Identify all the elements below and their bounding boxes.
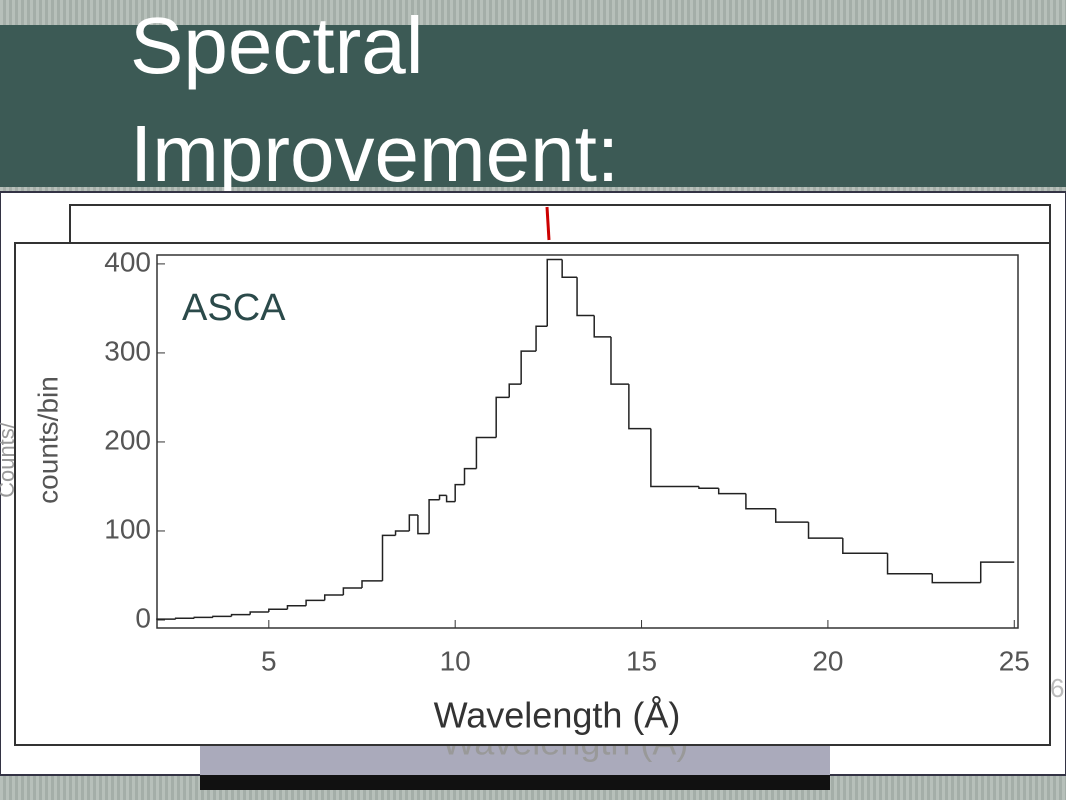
histogram-step bbox=[475, 436, 497, 469]
histogram-step bbox=[628, 384, 651, 430]
histogram-step bbox=[193, 616, 213, 619]
y-tick-label: 100 bbox=[104, 513, 151, 544]
histogram-step bbox=[745, 493, 776, 510]
histogram-step bbox=[417, 514, 430, 535]
histogram-step bbox=[342, 587, 362, 596]
histogram-step bbox=[268, 608, 288, 612]
annotation: ASCA bbox=[182, 287, 286, 329]
histogram-step bbox=[508, 383, 522, 398]
histogram-step bbox=[535, 325, 548, 352]
histogram-step bbox=[979, 561, 1015, 583]
histogram-step bbox=[156, 618, 176, 620]
histogram-step bbox=[561, 259, 578, 279]
histogram-step bbox=[886, 553, 933, 575]
x-tick-label: 15 bbox=[626, 645, 657, 676]
histogram-step bbox=[842, 538, 888, 554]
y-tick-label: 300 bbox=[104, 335, 151, 366]
histogram-step bbox=[698, 486, 719, 489]
x-axis-label: Wavelength (Å) bbox=[434, 695, 681, 736]
slide-title: Spectral Improvement: bbox=[130, 1, 620, 198]
histogram-step bbox=[520, 350, 537, 385]
y-tick-label: 0 bbox=[135, 602, 151, 633]
histogram-step bbox=[717, 488, 746, 495]
histogram-step bbox=[650, 428, 699, 488]
histogram-step bbox=[286, 604, 307, 610]
x-tick-label: 10 bbox=[440, 645, 471, 676]
y-tick-label: 400 bbox=[104, 246, 151, 277]
histogram-step bbox=[394, 530, 410, 536]
histogram-step bbox=[445, 495, 456, 503]
histogram-step bbox=[305, 599, 325, 606]
histogram-step bbox=[546, 258, 563, 327]
y-axis-label: counts/bin bbox=[32, 376, 63, 504]
histogram-step bbox=[807, 522, 843, 539]
histogram-step bbox=[381, 534, 396, 581]
histogram-step bbox=[230, 613, 251, 617]
x-tick-label: 25 bbox=[999, 645, 1030, 676]
histogram-step bbox=[212, 615, 232, 618]
histogram-step bbox=[593, 315, 611, 338]
histogram-step bbox=[438, 494, 447, 500]
x-tick-label: 5 bbox=[261, 645, 277, 676]
histogram-step bbox=[454, 483, 465, 502]
x-tick-label: 20 bbox=[812, 645, 843, 676]
histogram-step bbox=[361, 580, 383, 588]
histogram-step bbox=[408, 514, 418, 531]
histogram-step bbox=[610, 336, 629, 385]
back-spike bbox=[545, 206, 551, 241]
histogram-step bbox=[249, 611, 269, 615]
title-band bbox=[0, 25, 1066, 187]
histogram-step bbox=[174, 617, 195, 620]
front-panel bbox=[14, 242, 1051, 746]
histogram-step bbox=[931, 573, 981, 584]
histogram-step bbox=[323, 594, 344, 601]
histogram-step bbox=[774, 508, 809, 523]
histogram-step bbox=[428, 499, 440, 534]
histogram-step bbox=[495, 396, 510, 438]
histogram-step bbox=[463, 467, 477, 485]
histogram-step bbox=[576, 277, 595, 317]
back-bar bbox=[200, 775, 830, 790]
y-tick-label: 200 bbox=[104, 424, 151, 455]
